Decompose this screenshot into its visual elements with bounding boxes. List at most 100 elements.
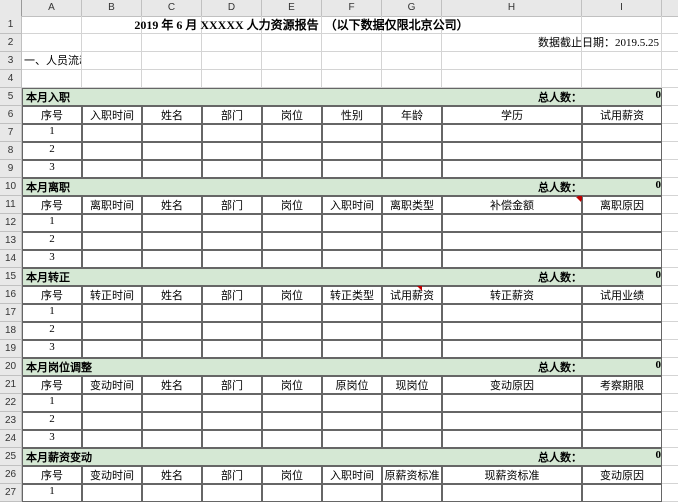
cell[interactable] xyxy=(662,232,678,250)
cell[interactable] xyxy=(662,124,678,142)
row-21[interactable]: 21 xyxy=(0,376,22,394)
table-cell[interactable] xyxy=(82,430,142,448)
cell[interactable] xyxy=(202,70,262,88)
row-27[interactable]: 27 xyxy=(0,484,22,502)
table-cell[interactable] xyxy=(442,430,582,448)
col-D[interactable]: D xyxy=(202,0,262,17)
table-cell[interactable] xyxy=(262,214,322,232)
table-cell[interactable]: 2 xyxy=(22,322,82,340)
table-cell[interactable] xyxy=(202,304,262,322)
table-cell[interactable] xyxy=(202,340,262,358)
table-cell[interactable] xyxy=(142,304,202,322)
table-cell[interactable] xyxy=(202,322,262,340)
cell[interactable] xyxy=(662,160,678,178)
table-cell[interactable] xyxy=(322,124,382,142)
table-cell[interactable] xyxy=(382,484,442,502)
table-cell[interactable] xyxy=(582,214,662,232)
table-cell[interactable] xyxy=(202,142,262,160)
table-cell[interactable] xyxy=(322,430,382,448)
cell[interactable] xyxy=(662,16,678,34)
table-cell[interactable] xyxy=(582,322,662,340)
cell[interactable] xyxy=(202,34,262,52)
row-12[interactable]: 12 xyxy=(0,214,22,232)
row-6[interactable]: 6 xyxy=(0,106,22,124)
row-8[interactable]: 8 xyxy=(0,142,22,160)
cell[interactable] xyxy=(662,358,678,376)
table-cell[interactable] xyxy=(442,160,582,178)
cell[interactable] xyxy=(322,34,382,52)
table-cell[interactable] xyxy=(142,142,202,160)
spreadsheet-grid[interactable]: 1234567891011121314151617181920212223242… xyxy=(0,16,678,502)
table-cell[interactable]: 3 xyxy=(22,250,82,268)
table-cell[interactable] xyxy=(82,304,142,322)
row-9[interactable]: 9 xyxy=(0,160,22,178)
table-cell[interactable] xyxy=(142,322,202,340)
cell[interactable] xyxy=(442,70,582,88)
row-23[interactable]: 23 xyxy=(0,412,22,430)
col-I[interactable]: I xyxy=(582,0,662,17)
table-cell[interactable] xyxy=(322,250,382,268)
table-cell[interactable] xyxy=(322,214,382,232)
table-cell[interactable] xyxy=(142,250,202,268)
cell[interactable] xyxy=(322,52,382,70)
table-cell[interactable] xyxy=(382,412,442,430)
cell[interactable] xyxy=(82,70,142,88)
table-cell[interactable] xyxy=(262,250,322,268)
table-cell[interactable] xyxy=(442,484,582,502)
table-cell[interactable] xyxy=(382,250,442,268)
cell[interactable] xyxy=(662,34,678,52)
table-cell[interactable] xyxy=(262,340,322,358)
table-cell[interactable] xyxy=(322,304,382,322)
table-cell[interactable] xyxy=(322,340,382,358)
cell[interactable] xyxy=(662,340,678,358)
table-cell[interactable] xyxy=(582,304,662,322)
table-cell[interactable] xyxy=(442,394,582,412)
cell[interactable] xyxy=(662,394,678,412)
cell[interactable] xyxy=(662,142,678,160)
table-cell[interactable] xyxy=(82,394,142,412)
table-cell[interactable]: 2 xyxy=(22,412,82,430)
table-cell[interactable] xyxy=(322,232,382,250)
table-cell[interactable]: 1 xyxy=(22,124,82,142)
table-cell[interactable] xyxy=(582,412,662,430)
row-19[interactable]: 19 xyxy=(0,340,22,358)
row-18[interactable]: 18 xyxy=(0,322,22,340)
table-cell[interactable] xyxy=(442,250,582,268)
cell[interactable] xyxy=(82,34,142,52)
table-cell[interactable] xyxy=(142,214,202,232)
table-cell[interactable] xyxy=(82,250,142,268)
cell[interactable] xyxy=(662,430,678,448)
table-cell[interactable] xyxy=(442,340,582,358)
table-cell[interactable] xyxy=(202,214,262,232)
cell[interactable] xyxy=(142,70,202,88)
table-cell[interactable] xyxy=(442,214,582,232)
cell[interactable] xyxy=(662,322,678,340)
table-cell[interactable] xyxy=(442,304,582,322)
table-cell[interactable] xyxy=(262,484,322,502)
table-cell[interactable] xyxy=(202,412,262,430)
table-cell[interactable] xyxy=(382,124,442,142)
row-2[interactable]: 2 xyxy=(0,34,22,52)
table-cell[interactable] xyxy=(382,394,442,412)
table-cell[interactable] xyxy=(202,232,262,250)
row-24[interactable]: 24 xyxy=(0,430,22,448)
table-cell[interactable]: 1 xyxy=(22,394,82,412)
row-7[interactable]: 7 xyxy=(0,124,22,142)
table-cell[interactable] xyxy=(582,394,662,412)
cell[interactable] xyxy=(662,376,678,394)
table-cell[interactable] xyxy=(262,232,322,250)
table-cell[interactable]: 1 xyxy=(22,484,82,502)
cell[interactable] xyxy=(662,268,678,286)
table-cell[interactable] xyxy=(202,124,262,142)
cell[interactable] xyxy=(662,88,678,106)
cell[interactable] xyxy=(382,34,442,52)
col-F[interactable]: F xyxy=(322,0,382,17)
cell[interactable] xyxy=(322,70,382,88)
table-cell[interactable] xyxy=(142,160,202,178)
col-G[interactable]: G xyxy=(382,0,442,17)
cell[interactable] xyxy=(142,52,202,70)
row-1[interactable]: 1 xyxy=(0,16,22,34)
cell[interactable] xyxy=(582,16,662,34)
table-cell[interactable]: 3 xyxy=(22,430,82,448)
table-cell[interactable] xyxy=(142,394,202,412)
